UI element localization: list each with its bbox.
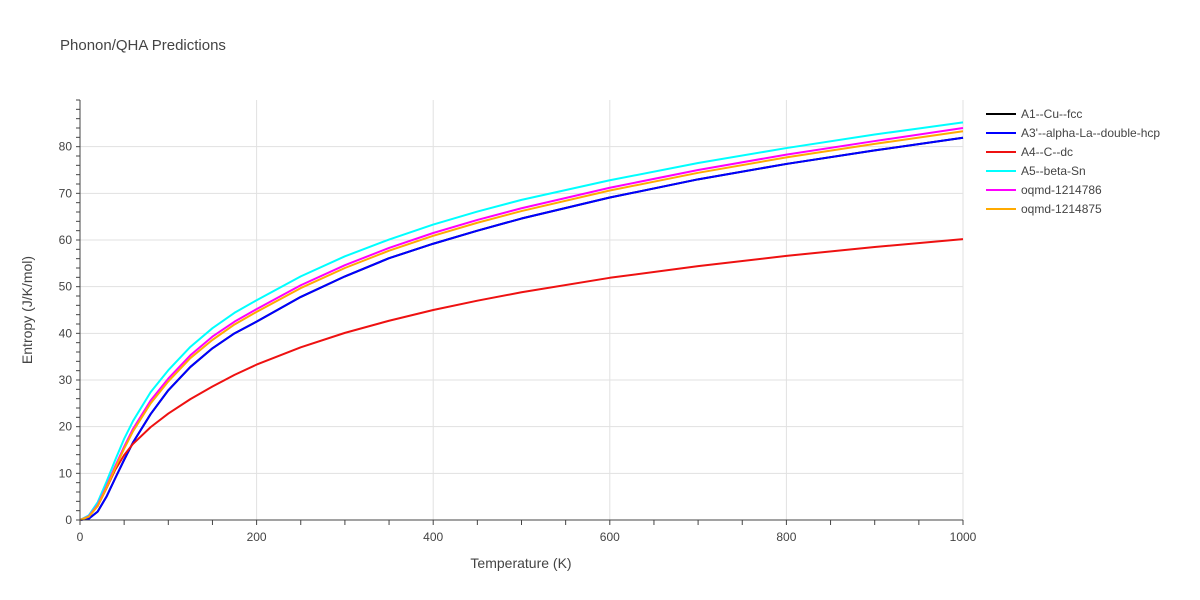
series-line-oqmd-1214786 (79, 127, 964, 521)
legend-item[interactable]: A4--C--dc (986, 145, 1073, 159)
legend-label: A1--Cu--fcc (1021, 107, 1082, 121)
legend-label: A4--C--dc (1021, 145, 1073, 159)
legend-item[interactable]: A1--Cu--fcc (986, 107, 1082, 121)
series-line-oqmd-1214875 (79, 130, 964, 521)
series-lines (79, 121, 964, 521)
x-tick-label: 800 (776, 530, 796, 544)
tick-labels: 0 200 400 600 800 1000 0 10 20 30 40 50 60 70 80 (59, 140, 977, 544)
legend[interactable]: A1--Cu--fcc A3'--alpha-La--double-hcp A4--… (986, 107, 1160, 216)
y-axis-title: Entropy (J/K/mol) (19, 256, 35, 364)
y-tick-label: 50 (59, 280, 73, 294)
legend-item[interactable]: A5--beta-Sn (986, 164, 1086, 178)
y-tick-label: 80 (59, 140, 73, 154)
series-line-a3-alpha-la-double-hcp (79, 136, 964, 521)
y-tick-label: 10 (59, 466, 73, 480)
legend-label: oqmd-1214786 (1021, 183, 1102, 197)
y-tick-label: 30 (59, 373, 73, 387)
x-tick-label: 400 (423, 530, 443, 544)
x-tick-label: 600 (600, 530, 620, 544)
x-tick-label: 200 (247, 530, 267, 544)
legend-item[interactable]: A3'--alpha-La--double-hcp (986, 126, 1160, 140)
y-tick-label: 20 (59, 420, 73, 434)
x-axis-title: Temperature (K) (470, 555, 571, 571)
x-tick-label: 0 (77, 530, 84, 544)
legend-item[interactable]: oqmd-1214875 (986, 202, 1102, 216)
legend-label: A5--beta-Sn (1021, 164, 1086, 178)
legend-label: A3'--alpha-La--double-hcp (1021, 126, 1160, 140)
chart-title: Phonon/QHA Predictions (60, 37, 226, 54)
legend-label: oqmd-1214875 (1021, 202, 1102, 216)
gridlines (80, 100, 964, 520)
axes (76, 99, 964, 525)
x-tick-label: 1000 (950, 530, 977, 544)
y-tick-label: 70 (59, 186, 73, 200)
legend-item[interactable]: oqmd-1214786 (986, 183, 1102, 197)
y-tick-label: 60 (59, 233, 73, 247)
series-line-a5-beta-sn (79, 121, 964, 521)
y-tick-label: 40 (59, 326, 73, 340)
y-tick-label: 0 (65, 513, 72, 527)
